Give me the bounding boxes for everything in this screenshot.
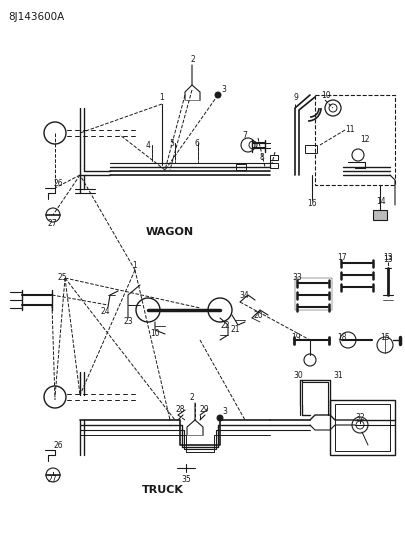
Text: 10: 10 [321, 91, 331, 100]
Bar [330, 400, 395, 455]
Text: 21: 21 [230, 326, 240, 335]
Text: 13: 13 [383, 254, 393, 262]
Text: 4: 4 [145, 141, 150, 149]
Text: TRUCK: TRUCK [142, 485, 184, 495]
Text: 16: 16 [307, 199, 317, 208]
Text: 19: 19 [291, 334, 301, 343]
Text: 34: 34 [239, 292, 249, 301]
Text: 27: 27 [47, 219, 57, 228]
Bar [270, 163, 278, 168]
Text: 29: 29 [199, 406, 209, 415]
Text: 1: 1 [160, 93, 164, 102]
Bar [373, 210, 387, 220]
Bar [236, 164, 246, 170]
Text: 10: 10 [150, 329, 160, 338]
Text: 23: 23 [123, 318, 133, 327]
Circle shape [215, 92, 221, 98]
Text: 7: 7 [243, 132, 247, 141]
Text: 8J143600A: 8J143600A [8, 12, 64, 22]
Text: 20: 20 [253, 311, 263, 319]
Text: 25: 25 [57, 273, 67, 282]
Text: 26: 26 [53, 441, 63, 450]
Text: 28: 28 [175, 406, 185, 415]
Text: 15: 15 [380, 334, 390, 343]
Text: 26: 26 [53, 179, 63, 188]
Text: 8: 8 [260, 152, 264, 161]
Text: 11: 11 [345, 125, 355, 134]
Text: 3: 3 [222, 85, 226, 94]
Bar [305, 145, 317, 153]
Bar [335, 404, 390, 451]
Text: 5: 5 [170, 139, 175, 148]
Text: 31: 31 [333, 370, 343, 379]
Text: 13: 13 [383, 255, 393, 264]
Text: 14: 14 [376, 198, 386, 206]
Circle shape [217, 415, 223, 421]
Text: 6: 6 [194, 139, 199, 148]
Text: 30: 30 [293, 370, 303, 379]
Text: 2: 2 [190, 393, 194, 402]
Text: 18: 18 [337, 334, 347, 343]
Bar [270, 155, 278, 160]
Text: 9: 9 [294, 93, 298, 102]
Text: 22: 22 [220, 320, 230, 329]
Text: 1: 1 [132, 261, 137, 270]
Bar [315, 95, 395, 185]
Text: WAGON: WAGON [146, 227, 194, 237]
Text: 17: 17 [337, 254, 347, 262]
Text: 3: 3 [223, 408, 228, 416]
Text: 35: 35 [181, 475, 191, 484]
Text: 2: 2 [191, 55, 195, 64]
Text: 12: 12 [360, 135, 370, 144]
Text: 24: 24 [100, 308, 110, 317]
Text: 32: 32 [355, 414, 365, 423]
Text: 27: 27 [47, 475, 57, 484]
Text: 33: 33 [292, 273, 302, 282]
